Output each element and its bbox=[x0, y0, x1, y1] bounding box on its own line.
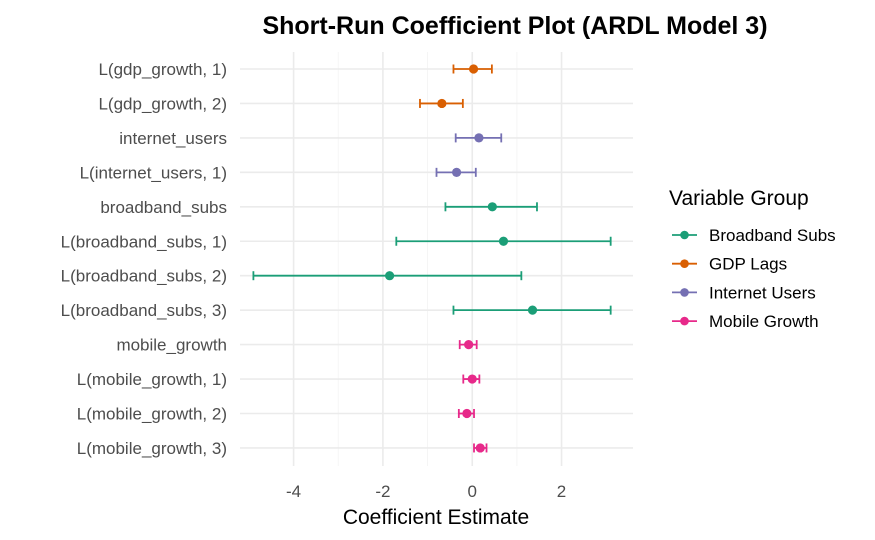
grid bbox=[240, 52, 633, 466]
y-tick-label: L(mobile_growth, 3) bbox=[77, 439, 227, 458]
coefficient-mark bbox=[458, 340, 478, 350]
coefficient-mark bbox=[252, 271, 523, 281]
x-tick-label: -2 bbox=[375, 482, 390, 501]
y-tick-label: mobile_growth bbox=[116, 336, 227, 355]
y-tick-label: L(broadband_subs, 1) bbox=[61, 232, 227, 251]
point-estimate bbox=[451, 167, 462, 177]
point-estimate bbox=[487, 202, 497, 212]
point-estimate bbox=[527, 305, 538, 315]
point-estimate bbox=[462, 408, 472, 419]
point-estimate bbox=[467, 374, 477, 384]
x-axis-ticks: -4 -2 0 2 bbox=[286, 482, 566, 501]
legend-key-point bbox=[680, 316, 689, 326]
legend-label: Mobile Growth bbox=[709, 312, 819, 331]
legend-label: Internet Users bbox=[709, 283, 816, 302]
chart-title: Short-Run Coefficient Plot (ARDL Model 3… bbox=[262, 12, 767, 40]
legend-title: Variable Group bbox=[669, 187, 809, 210]
coefficient-mark bbox=[457, 408, 475, 419]
point-estimate bbox=[385, 271, 395, 281]
x-axis-title: Coefficient Estimate bbox=[343, 506, 529, 529]
legend-key-point bbox=[680, 259, 689, 269]
coefficient-mark bbox=[462, 374, 481, 384]
legend-item: GDP Lags bbox=[672, 255, 787, 274]
y-tick-label: L(gdp_growth, 1) bbox=[98, 60, 227, 79]
y-tick-label: L(gdp_growth, 2) bbox=[98, 94, 227, 113]
legend-label: GDP Lags bbox=[709, 255, 787, 274]
x-tick-label: 0 bbox=[467, 482, 476, 501]
point-estimate bbox=[464, 340, 474, 350]
coefficient-mark bbox=[395, 236, 612, 246]
legend-item: Broadband Subs bbox=[672, 226, 836, 245]
y-tick-label: broadband_subs bbox=[100, 198, 227, 217]
coefficient-mark bbox=[454, 133, 503, 143]
point-estimate bbox=[475, 443, 485, 453]
y-tick-label: L(mobile_growth, 2) bbox=[77, 405, 227, 424]
legend-item: Internet Users bbox=[672, 283, 816, 302]
y-tick-label: L(broadband_subs, 2) bbox=[61, 267, 227, 286]
legend-key-point bbox=[680, 230, 689, 240]
y-tick-label: internet_users bbox=[119, 129, 227, 148]
y-tick-label: L(broadband_subs, 3) bbox=[61, 301, 227, 320]
legend-key-point bbox=[680, 288, 689, 297]
point-estimate bbox=[498, 236, 509, 246]
point-estimate bbox=[437, 98, 447, 109]
x-tick-label: 2 bbox=[557, 482, 566, 501]
point-estimate bbox=[468, 64, 479, 74]
coefficient-mark bbox=[452, 64, 493, 74]
coefficient-mark bbox=[435, 167, 477, 177]
coefficient-mark bbox=[419, 98, 464, 109]
plot-marks bbox=[252, 64, 612, 453]
x-tick-label: -4 bbox=[286, 482, 301, 501]
legend-item: Mobile Growth bbox=[672, 312, 819, 331]
y-axis-labels: L(gdp_growth, 1) L(gdp_growth, 2) internet… bbox=[61, 60, 227, 458]
y-tick-label: L(mobile_growth, 1) bbox=[77, 370, 227, 389]
coefficient-mark bbox=[452, 305, 612, 315]
legend-label: Broadband Subs bbox=[709, 226, 836, 245]
coefficient-mark bbox=[473, 443, 488, 453]
coefficient-mark bbox=[444, 202, 538, 212]
y-tick-label: L(internet_users, 1) bbox=[80, 163, 227, 182]
legend: Variable Group Broadband Subs GDP Lags Int… bbox=[669, 187, 836, 331]
point-estimate bbox=[474, 133, 484, 143]
